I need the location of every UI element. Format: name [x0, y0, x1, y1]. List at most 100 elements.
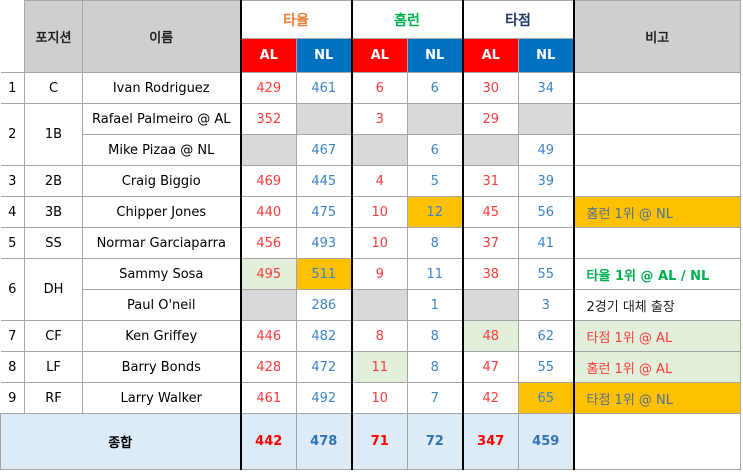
- stat-cell: 475: [296, 196, 352, 228]
- stat-cell: 3: [350, 103, 408, 135]
- table-row: 8 LF Barry Bonds 428 472 11 8 47 55 홈런 1위 @ AL: [0, 351, 741, 383]
- stat-cell: 38: [461, 258, 519, 290]
- player-name: Chipper Jones: [82, 196, 241, 228]
- stat-cell: 34: [518, 72, 575, 104]
- header-hr-nl: NL: [407, 38, 463, 73]
- total-remark: [573, 413, 741, 470]
- stat-cell: 492: [296, 382, 352, 414]
- stat-cell: [461, 134, 519, 166]
- table-row: 2 1B Rafael Palmeiro @ AL 352 3 29: [0, 103, 741, 166]
- header-rbi-al: AL: [461, 38, 519, 73]
- total-value: 72: [407, 413, 463, 470]
- table-row: 7 CF Ken Griffey 446 482 8 8 48 62 타점 1위 @ AL: [0, 320, 741, 352]
- stat-cell: 352: [239, 103, 297, 135]
- stat-cell: 47: [461, 351, 519, 383]
- row-number: 6: [0, 258, 25, 321]
- stat-cell: 41: [518, 227, 575, 259]
- remark-cell: [573, 134, 741, 166]
- remark-cell: [573, 165, 741, 197]
- stat-cell: 495: [239, 258, 297, 290]
- stat-cell: 493: [296, 227, 352, 259]
- stat-cell: 286: [296, 289, 352, 321]
- row-number: 3: [0, 165, 25, 197]
- stat-cell: 429: [239, 72, 297, 104]
- stat-cell: [296, 103, 352, 135]
- stat-cell: 1: [407, 289, 463, 321]
- table-row: 1 C Ivan Rodriguez 429 461 6 6 30 34: [0, 72, 741, 104]
- remark-cell: [573, 103, 741, 135]
- stat-cell: [350, 134, 408, 166]
- remark-cell: 타점 1위 @ AL: [573, 320, 741, 352]
- stat-cell: 37: [461, 227, 519, 259]
- stat-cell: 8: [407, 351, 463, 383]
- position-cell: RF: [24, 382, 83, 414]
- row-number: 2: [0, 103, 25, 166]
- stat-cell: 467: [296, 134, 352, 166]
- table-row: 5 SS Normar Garciaparra 456 493 10 8 37 41: [0, 227, 741, 259]
- stat-cell: 8: [407, 320, 463, 352]
- stat-cell: [239, 289, 297, 321]
- table-row: Mike Pizaa @ NL 467 6 49: [1, 134, 741, 166]
- stat-cell: 31: [461, 165, 519, 197]
- stat-cell: 440: [239, 196, 297, 228]
- position-cell: LF: [24, 351, 83, 383]
- total-value: 347: [461, 413, 519, 470]
- header-hr-al: AL: [350, 38, 408, 73]
- player-name: Ivan Rodriguez: [82, 72, 241, 104]
- stat-cell: [350, 289, 408, 321]
- player-name: Mike Pizaa @ NL: [82, 134, 241, 166]
- header-home-runs: 홈런: [350, 0, 463, 39]
- row-number: 4: [0, 196, 25, 228]
- row-number: 9: [0, 382, 25, 414]
- stat-cell: 428: [239, 351, 297, 383]
- stat-cell: 56: [518, 196, 575, 228]
- header-position: 포지션: [24, 0, 83, 73]
- stat-cell: 469: [239, 165, 297, 197]
- player-name: Normar Garciaparra: [82, 227, 241, 259]
- stat-cell: 65: [518, 382, 575, 414]
- position-cell: 1B: [24, 103, 83, 166]
- stat-cell: 39: [518, 165, 575, 197]
- stat-cell: 446: [239, 320, 297, 352]
- header-remark: 비고: [573, 0, 741, 73]
- stat-cell: 5: [407, 165, 463, 197]
- header-rbi-nl: NL: [518, 38, 575, 73]
- total-value: 478: [296, 413, 352, 470]
- remark-cell: 타율 1위 @ AL / NL: [573, 258, 741, 290]
- position-cell: DH: [24, 258, 83, 321]
- row-number: 7: [0, 320, 25, 352]
- header-rbi: 타점: [461, 0, 575, 39]
- stat-cell: 29: [461, 103, 519, 135]
- stat-cell: 461: [239, 382, 297, 414]
- table-row: 9 RF Larry Walker 461 492 10 7 42 65 타점 1위 @ NL: [0, 382, 741, 414]
- stat-cell: [407, 103, 463, 135]
- header-name: 이름: [82, 0, 241, 73]
- total-label: 종합: [0, 413, 241, 470]
- header-number: [0, 0, 25, 73]
- player-name: Sammy Sosa: [82, 258, 241, 290]
- stat-cell: 511: [296, 258, 352, 290]
- stat-cell: 30: [461, 72, 519, 104]
- stat-cell: 42: [461, 382, 519, 414]
- table-row: Paul O'neil 286 1 3 2경기 대체 출장: [1, 289, 741, 321]
- header-avg-al: AL: [239, 38, 297, 73]
- row-number: 1: [0, 72, 25, 104]
- stat-cell: 456: [239, 227, 297, 259]
- total-value: 442: [239, 413, 297, 470]
- stat-cell: 8: [407, 227, 463, 259]
- stat-cell: 11: [407, 258, 463, 290]
- row-number: 8: [0, 351, 25, 383]
- stat-cell: 12: [407, 196, 463, 228]
- stat-cell: 3: [518, 289, 575, 321]
- header-batting-average: 타율: [239, 0, 352, 39]
- remark-cell: 타점 1위 @ NL: [573, 382, 741, 414]
- total-row: 종합 442 478 71 72 347 459: [0, 413, 741, 470]
- stat-cell: 472: [296, 351, 352, 383]
- stat-cell: 55: [518, 351, 575, 383]
- position-cell: C: [24, 72, 83, 104]
- table-row: 3 2B Craig Biggio 469 445 4 5 31 39: [0, 165, 741, 197]
- stat-cell: 461: [296, 72, 352, 104]
- position-cell: SS: [24, 227, 83, 259]
- player-name: Rafael Palmeiro @ AL: [82, 103, 241, 135]
